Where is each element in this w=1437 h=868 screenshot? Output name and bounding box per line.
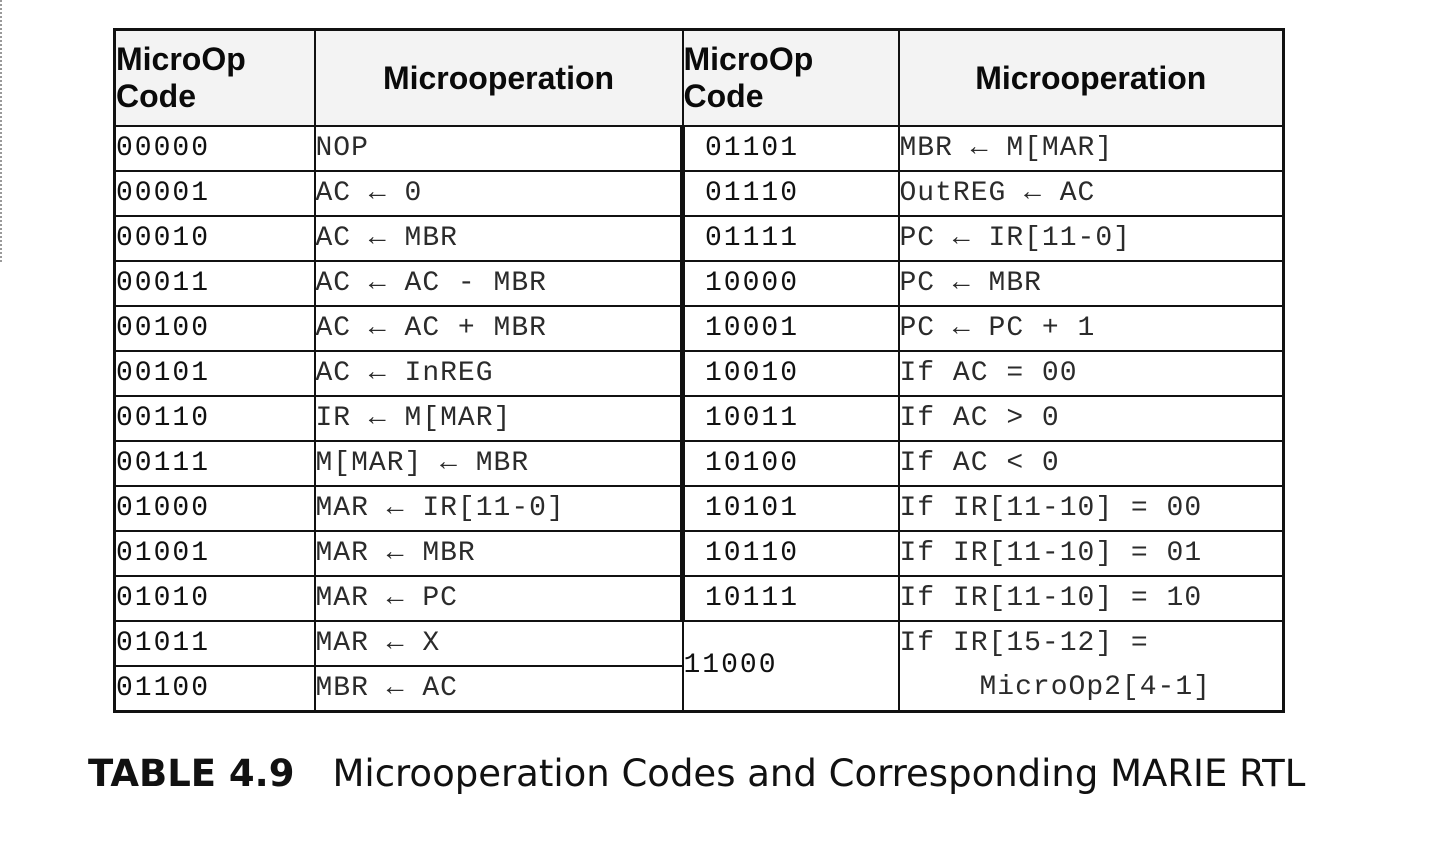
code-cell: 10110: [680, 530, 900, 577]
code-cell: 10111: [680, 575, 900, 622]
code-cell: 00001: [113, 170, 316, 217]
table-row: 00001 AC ← 0 01110 OutREG ← AC: [113, 170, 1285, 217]
operation-cell: If IR[11-10] = 10: [897, 575, 1285, 622]
table-row: 00100 AC ← AC + MBR 10001 PC ← PC + 1: [113, 305, 1285, 352]
code-cell: 01001: [113, 530, 316, 577]
table-row: 01000 MAR ← IR[11-0] 10101 If IR[11-10] …: [113, 485, 1285, 532]
code-cell: 00100: [113, 305, 316, 352]
microoperation-table: MicroOp Code Microoperation MicroOp Code M…: [113, 28, 1285, 713]
code-cell: 00111: [113, 440, 316, 487]
code-cell: 01011: [113, 620, 316, 667]
operation-line-1: If IR[15-12] =: [899, 628, 1149, 659]
operation-cell: NOP: [313, 125, 684, 172]
operation-cell: M[MAR] ← MBR: [313, 440, 684, 487]
operation-cell: MBR ← AC: [313, 665, 684, 713]
code-cell: 10101: [680, 485, 900, 532]
header-operation-left: Microoperation: [313, 28, 684, 127]
operation-cell: AC ← MBR: [313, 215, 684, 262]
operation-cell: If IR[11-10] = 00: [897, 485, 1285, 532]
table-row: 00010 AC ← MBR 01111 PC ← IR[11-0]: [113, 215, 1285, 262]
operation-cell: IR ← M[MAR]: [313, 395, 684, 442]
table-row: 01100 MBR ← AC: [113, 665, 1284, 713]
header-row: MicroOp Code Microoperation MicroOp Code M…: [113, 28, 1285, 127]
header-code-left: MicroOp Code: [113, 28, 316, 127]
code-cell: 00101: [113, 350, 316, 397]
operation-cell: MAR ← X: [313, 620, 684, 667]
caption-text: Microoperation Codes and Corresponding M…: [332, 752, 1306, 795]
operation-cell: MAR ← IR[11-0]: [313, 485, 684, 532]
code-cell: 01111: [680, 215, 900, 262]
operation-cell: If AC > 0: [897, 395, 1285, 442]
operation-cell: AC ← 0: [313, 170, 684, 217]
operation-cell: PC ← PC + 1: [897, 305, 1285, 352]
table-row: 00111 M[MAR] ← MBR 10100 If AC < 0: [113, 440, 1285, 487]
table-row: 01011 MAR ← X 11000 If IR[15-12] = MicroO…: [113, 620, 1285, 713]
operation-cell: AC ← AC - MBR: [313, 260, 684, 307]
code-cell: 10010: [680, 350, 900, 397]
code-cell: 01110: [680, 170, 900, 217]
code-cell: 10011: [680, 395, 900, 442]
code-cell: 01000: [113, 485, 316, 532]
operation-cell: PC ← IR[11-0]: [897, 215, 1285, 262]
caption-number: TABLE 4.9: [88, 752, 295, 795]
code-cell: 00011: [113, 260, 316, 307]
operation-cell-multiline: If IR[15-12] = MicroOp2[4-1]: [897, 620, 1285, 713]
header-code-right: MicroOp Code: [681, 28, 900, 127]
operation-cell: MBR ← M[MAR]: [897, 125, 1285, 172]
table-row: 01010 MAR ← PC 10111 If IR[11-10] = 10: [113, 575, 1285, 622]
code-cell: 00010: [113, 215, 316, 262]
code-cell: 00110: [113, 395, 316, 442]
operation-cell: MAR ← MBR: [313, 530, 684, 577]
code-cell: 01010: [113, 575, 316, 622]
operation-cell: AC ← InREG: [313, 350, 684, 397]
operation-line-2: MicroOp2[4-1]: [979, 672, 1211, 703]
table-row: 00000 NOP 01101 MBR ← M[MAR]: [113, 125, 1285, 172]
header-operation-right: Microoperation: [897, 28, 1285, 127]
table-row: 00011 AC ← AC - MBR 10000 PC ← MBR: [113, 260, 1285, 307]
table-row: 00110 IR ← M[MAR] 10011 If AC > 0: [113, 395, 1285, 442]
code-cell: 01101: [680, 125, 900, 172]
table-caption: TABLE 4.9 Microoperation Codes and Corres…: [88, 752, 1305, 795]
operation-cell: If IR[11-10] = 01: [897, 530, 1285, 577]
code-cell: 11000: [681, 620, 900, 713]
code-cell: 10001: [680, 305, 900, 352]
table-row: 01001 MAR ← MBR 10110 If IR[11-10] = 01: [113, 530, 1285, 577]
code-cell: 10100: [680, 440, 900, 487]
operation-cell: OutREG ← AC: [897, 170, 1285, 217]
code-cell: 10000: [680, 260, 900, 307]
operation-cell: If AC < 0: [897, 440, 1285, 487]
operation-cell: MAR ← PC: [313, 575, 684, 622]
scan-edge-mark: [0, 0, 4, 262]
operation-cell: If AC = 00: [897, 350, 1285, 397]
table-row: 00101 AC ← InREG 10010 If AC = 00: [113, 350, 1285, 397]
operation-cell: PC ← MBR: [897, 260, 1285, 307]
operation-cell: AC ← AC + MBR: [313, 305, 684, 352]
code-cell: 00000: [113, 125, 316, 172]
code-cell: 01100: [113, 665, 316, 713]
